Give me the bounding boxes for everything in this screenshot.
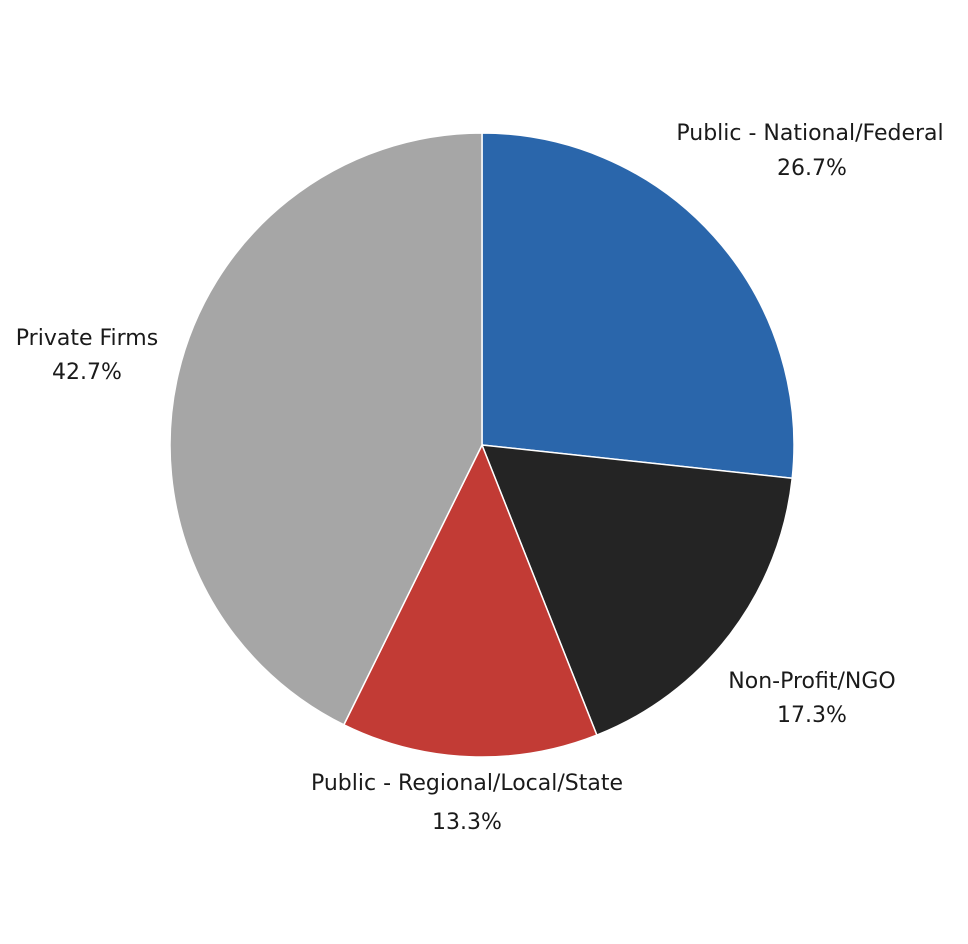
slice-value-national-federal: 26.7% (777, 156, 847, 181)
slice-value-private-firms: 42.7% (52, 360, 122, 385)
pie-slice-public-regional-local-state (342, 443, 598, 758)
slice-label-regional-local-state: Public - Regional/Local/State (311, 771, 623, 796)
slice-label-nonprofit-ngo: Non-Profit/NGO (728, 669, 895, 694)
slice-value-regional-local-state: 13.3% (432, 810, 502, 835)
pie-labels: Public - National/Federal 26.7% Non-Prof… (16, 121, 944, 835)
pie-slice-private-firms (169, 132, 483, 726)
pie-slice-public-national-federal (481, 132, 795, 480)
slice-label-private-firms: Private Firms (16, 326, 158, 351)
slice-value-nonprofit-ngo: 17.3% (777, 703, 847, 728)
slice-label-national-federal: Public - National/Federal (676, 121, 943, 146)
pie-slice-non-profit-ngo (480, 444, 794, 737)
pie-slices (169, 132, 795, 758)
